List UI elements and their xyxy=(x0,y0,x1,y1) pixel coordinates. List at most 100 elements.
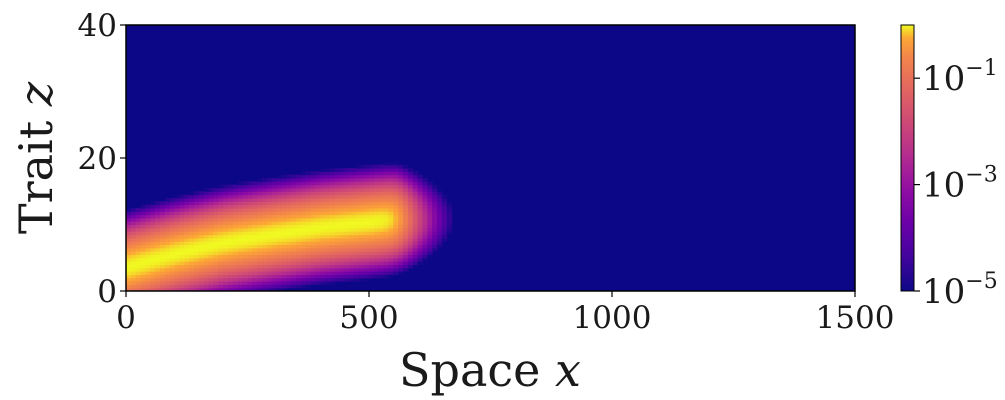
heatmap-cell xyxy=(403,171,409,176)
heatmap-cell xyxy=(247,207,253,212)
heatmap-cell xyxy=(344,241,351,246)
heatmap-cell xyxy=(130,247,137,252)
heatmap-cell xyxy=(310,274,317,279)
heatmap-cell xyxy=(437,207,443,212)
heatmap-cell xyxy=(373,214,380,219)
heatmap-cell xyxy=(257,207,263,212)
heatmap-cell xyxy=(325,261,331,265)
heatmap-cell xyxy=(398,231,404,236)
heatmap-cell xyxy=(349,241,356,246)
heatmap-cell xyxy=(223,214,229,219)
heatmap-cell xyxy=(310,241,317,246)
heatmap-cell xyxy=(140,247,147,252)
heatmap-cell xyxy=(330,224,336,229)
heatmap-cell xyxy=(378,227,385,232)
x-tick-label: 1000 xyxy=(573,300,652,336)
heatmap-cell xyxy=(228,204,234,209)
heatmap-cell xyxy=(403,194,409,199)
heatmap-cell xyxy=(203,217,210,222)
heatmap-cell xyxy=(407,254,414,259)
heatmap-cell xyxy=(266,247,273,252)
heatmap-cell xyxy=(218,264,224,269)
heatmap-cell xyxy=(198,231,205,236)
heatmap-cell xyxy=(213,197,219,202)
heatmap-cell xyxy=(257,251,263,256)
heatmap-cell xyxy=(213,227,219,232)
heatmap-cell xyxy=(300,234,307,239)
heatmap-cell xyxy=(203,241,210,246)
heatmap-cell xyxy=(325,177,331,182)
heatmap-cell xyxy=(169,221,176,226)
heatmap-cell xyxy=(359,201,365,206)
heatmap-cell xyxy=(262,261,268,265)
heatmap-cell xyxy=(281,284,287,289)
heatmap-cell xyxy=(160,254,166,259)
heatmap-cell xyxy=(223,207,229,212)
heatmap-cell xyxy=(305,204,312,209)
heatmap-cell xyxy=(194,244,200,249)
heatmap-cell xyxy=(441,227,448,232)
heatmap-cell xyxy=(281,267,287,272)
heatmap-cell xyxy=(247,277,253,282)
heatmap-cell xyxy=(373,204,380,209)
heatmap-cell xyxy=(364,187,370,192)
heatmap-cell xyxy=(393,271,399,275)
heatmap-cell xyxy=(271,184,278,189)
heatmap-cell xyxy=(237,194,244,199)
heatmap-cell xyxy=(373,187,380,192)
heatmap-cell xyxy=(242,237,249,242)
heatmap-cell xyxy=(364,191,370,196)
heatmap-cell xyxy=(155,204,161,209)
heatmap-cell xyxy=(271,261,278,265)
heatmap-cell xyxy=(339,184,346,189)
heatmap-cell xyxy=(276,194,283,199)
heatmap-cell xyxy=(305,197,312,202)
heatmap-cell xyxy=(310,211,317,216)
heatmap-cell xyxy=(364,181,370,186)
heatmap-cell xyxy=(237,261,244,265)
heatmap-cell xyxy=(145,231,151,236)
heatmap-cell xyxy=(213,224,219,229)
heatmap-cell xyxy=(286,187,292,192)
heatmap-cell xyxy=(242,277,249,282)
heatmap-cell xyxy=(184,237,190,242)
heatmap-cell xyxy=(407,217,414,222)
heatmap-cell xyxy=(369,251,375,256)
heatmap-cell xyxy=(194,207,200,212)
heatmap-cell xyxy=(223,224,229,229)
heatmap-cell xyxy=(281,234,287,239)
heatmap-cell xyxy=(300,241,307,246)
heatmap-cell xyxy=(257,231,263,236)
heatmap-cell xyxy=(276,251,283,256)
heatmap-cell xyxy=(407,237,414,242)
heatmap-cell xyxy=(218,284,224,289)
heatmap-cell xyxy=(344,244,351,249)
heatmap-cell xyxy=(184,204,190,209)
heatmap-cell xyxy=(417,237,424,242)
heatmap-cell xyxy=(422,257,428,262)
heatmap-cell xyxy=(169,211,176,216)
heatmap-cell xyxy=(291,214,297,219)
heatmap-cell xyxy=(286,237,292,242)
heatmap-cell xyxy=(373,194,380,199)
heatmap-cell xyxy=(432,227,438,232)
heatmap-cell xyxy=(339,254,346,259)
heatmap-cell xyxy=(174,264,181,269)
heatmap-cell xyxy=(160,244,166,249)
heatmap-cell xyxy=(334,194,341,199)
heatmap-cell xyxy=(330,267,336,272)
heatmap-cell xyxy=(364,274,370,279)
heatmap-cell xyxy=(155,217,161,222)
heatmap-cell xyxy=(203,274,210,279)
heatmap-cell xyxy=(252,217,258,222)
heatmap-cell xyxy=(412,241,419,246)
heatmap-cell xyxy=(247,267,253,272)
heatmap-cell xyxy=(349,247,356,252)
heatmap-cell xyxy=(300,271,307,275)
heatmap-cell xyxy=(378,204,385,209)
heatmap-cell xyxy=(203,214,210,219)
heatmap-cell xyxy=(247,214,253,219)
heatmap-cell xyxy=(296,264,302,269)
heatmap-cell xyxy=(189,211,195,216)
heatmap-cell xyxy=(330,194,336,199)
